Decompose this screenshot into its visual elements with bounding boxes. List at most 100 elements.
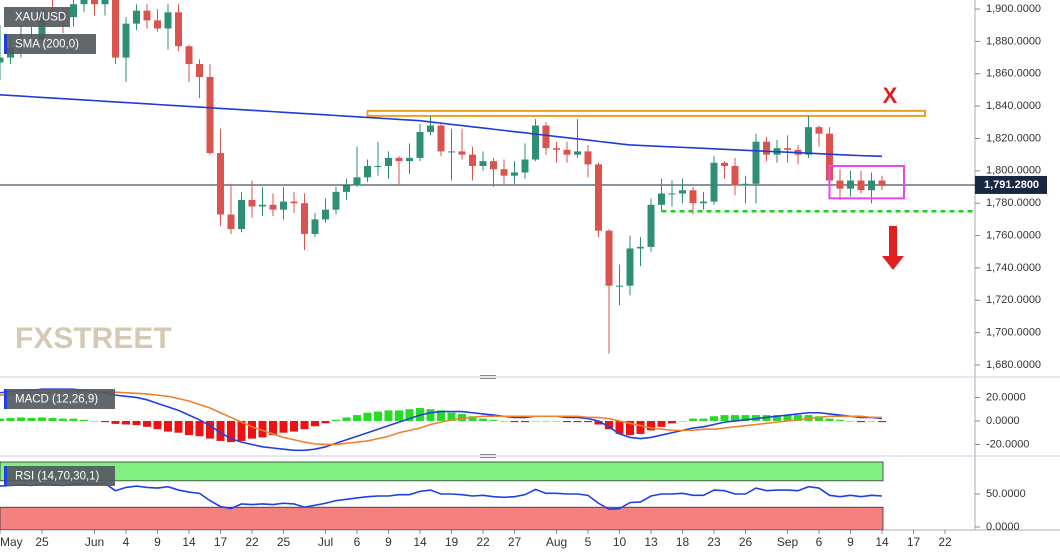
histogram-bar <box>206 420 214 439</box>
candle-body <box>164 12 172 29</box>
candle-body <box>416 132 424 158</box>
histogram-bar <box>552 420 561 422</box>
pane-grip[interactable] <box>480 375 496 458</box>
candle-body <box>616 285 623 287</box>
x-tick-label: 25 <box>277 535 291 549</box>
x-tick-label: 17 <box>907 535 921 549</box>
histogram-bar <box>237 420 246 441</box>
candle-body <box>658 193 665 205</box>
histogram-bar <box>500 420 508 422</box>
y-tick-label: 1,800.0000 <box>986 165 1041 177</box>
y-tick-label: 0.0000 <box>986 521 1020 533</box>
candle-body <box>406 157 413 162</box>
histogram-bar <box>59 418 67 421</box>
line-series <box>0 390 882 446</box>
histogram-bar <box>143 420 151 427</box>
histogram-bar <box>573 420 582 423</box>
candle-body <box>721 162 728 166</box>
histogram-bar <box>489 419 498 421</box>
candle-body <box>479 161 487 166</box>
resistance-label: X <box>883 83 898 108</box>
histogram-bar <box>846 420 855 422</box>
candle-body <box>605 230 613 286</box>
candle-body <box>175 12 182 47</box>
histogram-bar <box>342 417 351 421</box>
histogram-bar <box>90 420 99 422</box>
histogram-bar <box>458 413 466 421</box>
candle-body <box>437 125 445 152</box>
histogram-bar <box>479 418 487 421</box>
legend-swatch <box>4 34 7 54</box>
candle-body <box>154 20 161 29</box>
price-pane <box>0 0 975 354</box>
candle-body <box>595 164 602 231</box>
histogram-bar <box>510 420 519 423</box>
x-tick-label: 22 <box>245 535 259 549</box>
y-tick-label: 1,840.0000 <box>986 100 1041 112</box>
candle-body <box>353 177 361 186</box>
y-tick-label: 20.0000 <box>986 391 1026 403</box>
x-tick-label: 27 <box>508 535 522 549</box>
candle-body <box>301 203 308 234</box>
x-tick-label: 19 <box>445 535 459 549</box>
candle-body <box>290 201 298 204</box>
histogram-bar <box>584 420 592 423</box>
candle-body <box>238 199 245 230</box>
histogram-bar <box>395 410 403 421</box>
candle-body <box>647 204 655 247</box>
histogram-bar <box>17 417 25 421</box>
legend-label: RSI (14,70,30,1) <box>15 471 100 483</box>
candle-body <box>710 162 718 202</box>
x-tick-label: 13 <box>644 535 658 549</box>
candle-body <box>805 127 812 155</box>
candle-body <box>185 46 193 65</box>
candle-body <box>752 141 760 184</box>
histogram-bar <box>521 420 529 423</box>
candle-body <box>143 10 151 21</box>
histogram-bar <box>153 420 162 430</box>
rsi-band <box>0 506 884 530</box>
x-tick-label: May <box>0 535 23 549</box>
candle-body <box>815 127 823 134</box>
histogram-bar <box>132 420 141 426</box>
candle-body <box>553 148 560 150</box>
histogram-bar <box>279 420 288 433</box>
candle-body <box>427 125 434 133</box>
candle-body <box>280 201 287 210</box>
x-tick-label: 10 <box>613 535 627 549</box>
candle-body <box>868 180 875 191</box>
x-tick-label: 14 <box>182 535 196 549</box>
candle-body <box>395 157 403 162</box>
y-tick-label: 1,700.0000 <box>986 327 1041 339</box>
down-arrow <box>882 226 904 270</box>
histogram-bar <box>321 420 330 424</box>
rsi-band <box>0 461 884 482</box>
candle-body <box>206 77 214 154</box>
x-tick-label: 9 <box>385 535 392 549</box>
histogram-bar <box>815 416 823 421</box>
y-tick-label: -20.0000 <box>986 438 1029 450</box>
histogram-bar <box>27 418 36 421</box>
histogram-bar <box>657 420 666 427</box>
y-tick-label: 1,740.0000 <box>986 262 1041 274</box>
candle-body <box>458 151 466 155</box>
candle-body <box>836 180 844 189</box>
legend-box <box>4 466 115 486</box>
histogram-bar <box>594 420 603 425</box>
candle-body <box>343 185 350 192</box>
candle-body <box>101 0 109 5</box>
histogram-bar <box>794 415 802 421</box>
candle-body <box>490 161 497 170</box>
candle-body <box>217 153 224 215</box>
x-tick-label: 22 <box>476 535 490 549</box>
candle-body <box>763 141 770 155</box>
x-tick-label: 6 <box>816 535 823 549</box>
histogram-bar <box>69 418 78 421</box>
histogram-bar <box>174 420 183 433</box>
candle-body <box>584 151 592 165</box>
histogram-bar <box>857 420 865 423</box>
x-tick-label: 18 <box>676 535 690 549</box>
histogram-bar <box>195 420 204 437</box>
line-series <box>0 482 883 511</box>
histogram-bar <box>353 415 361 421</box>
